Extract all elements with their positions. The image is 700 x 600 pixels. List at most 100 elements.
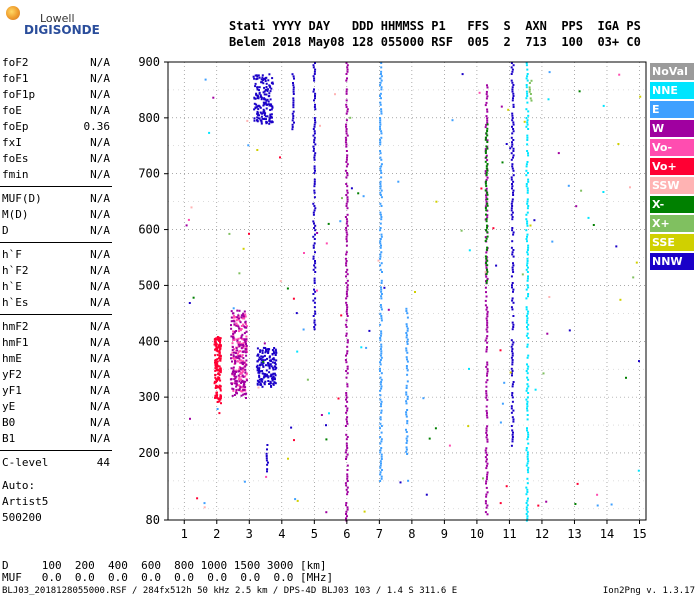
echo-point	[527, 460, 530, 463]
echo-point	[237, 384, 240, 387]
echo-point	[485, 365, 488, 368]
echo-point	[346, 345, 349, 348]
echo-point	[346, 207, 349, 210]
echo-point	[527, 266, 529, 269]
echo-point	[239, 386, 242, 389]
echo-point	[235, 380, 238, 383]
echo-point	[292, 117, 295, 120]
echo-point	[368, 329, 371, 332]
echo-point	[272, 350, 275, 353]
echo-point	[231, 370, 234, 373]
y-tick-label: 300	[138, 390, 160, 404]
echo-point	[244, 351, 247, 354]
echo-point	[346, 108, 349, 111]
echo-point	[328, 412, 330, 415]
echo-point	[405, 387, 408, 389]
echo-point	[259, 358, 262, 360]
echo-point	[511, 183, 513, 185]
param-value: N/A	[90, 192, 110, 205]
param-value: N/A	[90, 432, 110, 445]
param-name: hmE	[2, 352, 22, 365]
echo-point	[379, 183, 382, 185]
echo-point	[526, 73, 529, 75]
echo-point	[217, 368, 220, 371]
echo-point	[485, 390, 488, 393]
logo-text-lowell: Lowell	[40, 12, 75, 25]
echo-point	[345, 376, 348, 379]
echo-point	[379, 257, 382, 260]
echo-point	[486, 86, 489, 89]
echo-point	[618, 73, 621, 76]
echo-point	[405, 393, 408, 396]
echo-point	[279, 156, 281, 159]
echo-point	[256, 120, 259, 122]
echo-point	[527, 293, 530, 295]
echo-point	[486, 321, 489, 324]
echo-point	[268, 371, 271, 374]
param-value: N/A	[90, 352, 110, 365]
echo-point	[214, 340, 217, 343]
echo-point	[312, 220, 315, 223]
echo-point	[526, 257, 529, 260]
echo-point	[380, 233, 383, 236]
echo-point	[405, 347, 408, 350]
echo-point	[484, 240, 487, 242]
echo-point	[261, 74, 264, 77]
echo-point	[235, 383, 238, 386]
echo-point	[486, 121, 489, 124]
echo-point	[244, 371, 247, 374]
echo-point	[275, 366, 278, 369]
echo-point	[265, 374, 268, 377]
echo-point	[485, 209, 488, 212]
echo-point	[574, 503, 577, 505]
echo-point	[485, 167, 488, 170]
echo-point	[261, 349, 264, 352]
echo-point	[379, 370, 381, 372]
echo-point	[346, 480, 349, 482]
echo-point	[346, 339, 349, 342]
echo-point	[345, 150, 348, 152]
echo-point	[379, 141, 382, 144]
echo-point	[460, 229, 463, 232]
echo-point	[625, 376, 627, 379]
echo-point	[511, 284, 513, 287]
auto-code: 500200	[2, 511, 42, 524]
echo-point	[244, 326, 246, 329]
echo-point	[345, 229, 348, 232]
echo-point	[380, 112, 383, 115]
param-name: B0	[2, 416, 16, 429]
echo-point	[239, 355, 242, 358]
echo-point	[414, 291, 416, 293]
echo-point	[379, 187, 382, 190]
param-row: yF2 N/A	[2, 367, 110, 383]
echo-point	[215, 393, 218, 396]
echo-point	[346, 352, 349, 355]
echo-point	[525, 86, 528, 89]
echo-point	[512, 92, 515, 95]
echo-point	[213, 382, 216, 385]
echo-point	[233, 316, 236, 319]
echo-point	[314, 207, 317, 210]
echo-point	[526, 249, 529, 251]
echo-point	[256, 94, 259, 97]
echo-point	[237, 343, 240, 346]
echo-point	[526, 345, 529, 348]
echo-point	[512, 130, 515, 133]
param-name: fxI	[2, 136, 22, 149]
echo-point	[262, 359, 264, 362]
echo-point	[345, 128, 348, 130]
echo-point	[380, 288, 383, 291]
echo-point	[314, 169, 316, 172]
echo-point	[270, 116, 273, 119]
echo-point	[269, 113, 272, 116]
echo-point	[345, 103, 348, 106]
echo-point	[258, 381, 261, 384]
echo-point	[510, 176, 513, 179]
echo-point	[255, 103, 258, 106]
echo-point	[346, 174, 349, 177]
echo-point	[215, 363, 218, 365]
echo-point	[526, 277, 529, 280]
echo-point	[484, 299, 487, 302]
echo-point	[486, 374, 488, 377]
echo-point	[526, 407, 528, 410]
